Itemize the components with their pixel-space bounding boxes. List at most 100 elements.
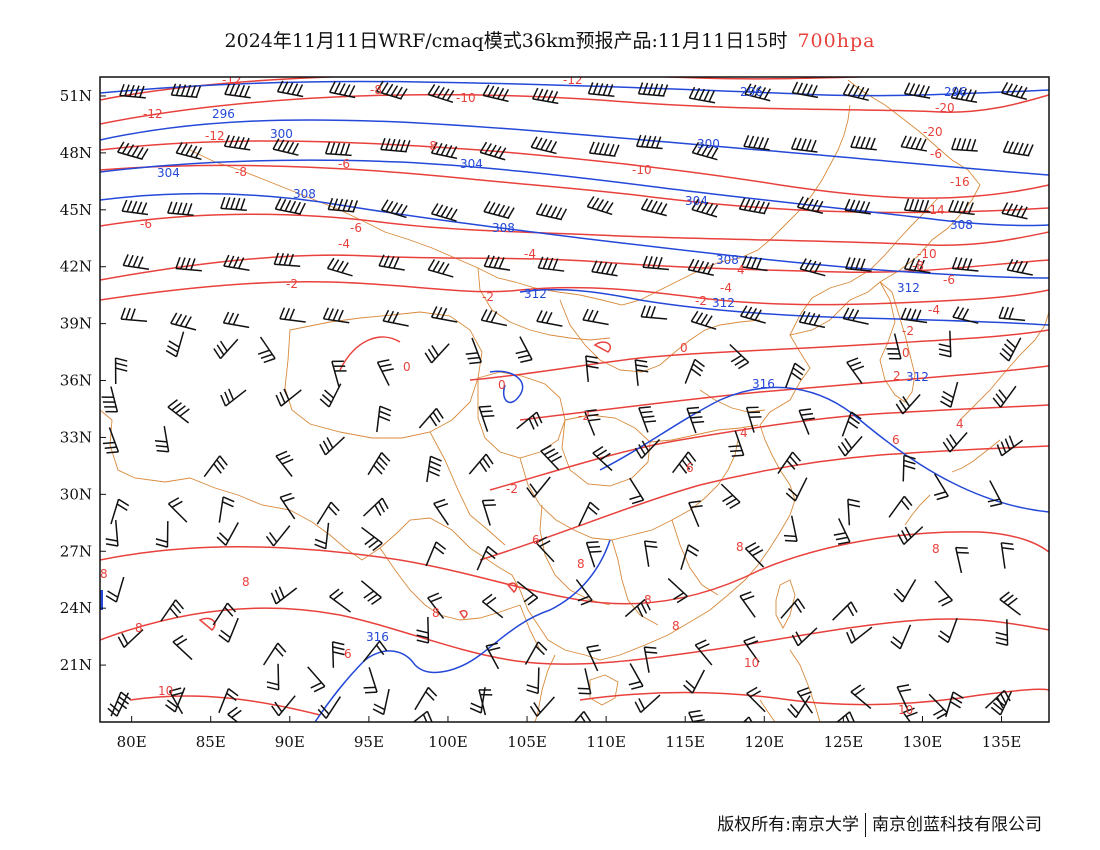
y-tick-label: 30N — [60, 485, 92, 503]
wind-barb — [746, 686, 766, 713]
wind-barb — [526, 476, 551, 498]
japan-outline — [904, 311, 1049, 526]
height-label: 296 — [212, 107, 235, 121]
wind-barb — [745, 406, 762, 433]
wind-barb — [468, 453, 494, 475]
wind-barb — [218, 617, 239, 643]
temp-label: -12 — [563, 73, 583, 87]
wind-barb — [175, 257, 202, 272]
wind-barb — [671, 451, 697, 474]
wind-barb — [218, 496, 235, 523]
wind-barb — [223, 134, 251, 151]
wind-barb — [592, 445, 613, 472]
wind-barb — [223, 254, 250, 271]
wind-barb — [900, 307, 928, 324]
temp-label: -2 — [482, 290, 494, 304]
wind-barb — [895, 393, 921, 415]
wind-barb — [643, 646, 658, 673]
wind-barb — [270, 586, 298, 605]
wind-barb — [744, 83, 771, 102]
temp-label: 4 — [737, 263, 745, 277]
wind-barb — [362, 497, 389, 517]
wind-barb — [376, 359, 394, 386]
wind-barb — [212, 602, 237, 626]
x-tick-label: 125E — [824, 733, 864, 751]
province-d — [429, 431, 506, 546]
wind-barb — [586, 644, 601, 672]
wind-barb — [740, 305, 766, 324]
height-label: 304 — [460, 157, 483, 171]
wind-barb — [279, 307, 306, 323]
wind-barb — [319, 383, 342, 408]
temp-label: -4 — [338, 237, 350, 251]
wind-barb — [578, 501, 600, 526]
temp-label: 10 — [158, 684, 173, 698]
wind-barb — [1006, 258, 1033, 276]
x-tick-label: 135E — [982, 733, 1022, 751]
wind-barb — [537, 256, 565, 272]
wind-barb — [479, 141, 507, 161]
wind-barb — [990, 691, 1013, 716]
temp-label: -14 — [925, 203, 945, 217]
wind-barb — [121, 199, 149, 216]
wind-barb — [476, 545, 498, 571]
wind-barb — [424, 343, 450, 364]
wind-barb — [110, 498, 130, 525]
temp-label: -16 — [950, 175, 970, 189]
province-h — [671, 519, 719, 596]
wind-barb — [893, 579, 917, 603]
wind-barb — [481, 593, 504, 619]
wind-barb — [744, 541, 765, 568]
wind-barb — [844, 198, 871, 215]
wind-barb — [427, 592, 445, 619]
wind-barb — [307, 666, 326, 693]
wind-barb — [362, 640, 388, 663]
wind-barb — [114, 357, 128, 385]
wind-barb — [275, 450, 294, 477]
wind-barb — [642, 255, 669, 271]
x-tick-label: 110E — [586, 733, 626, 751]
wind-barb — [175, 142, 203, 161]
temp-label: -8 — [425, 139, 437, 153]
wind-barb — [529, 696, 555, 717]
wind-barb — [412, 710, 433, 722]
x-tick-label: 85E — [196, 733, 226, 751]
wind-barb — [928, 693, 948, 720]
province-k — [649, 424, 759, 443]
wind-barb — [643, 540, 658, 567]
wind-barb — [586, 196, 614, 216]
temp-label: 8 — [932, 542, 940, 556]
temp-label: -20 — [923, 125, 943, 139]
wind-barb — [728, 430, 745, 457]
temp-label: 6 — [532, 533, 540, 547]
wind-barb — [154, 426, 170, 453]
wind-barb — [694, 639, 713, 666]
axis-ticks — [100, 95, 1003, 722]
wind-barb — [591, 260, 618, 277]
temp-label: 6 — [892, 433, 900, 447]
wind-barb — [380, 137, 411, 153]
temp-label: -8 — [235, 165, 247, 179]
wind-barb — [469, 687, 486, 714]
wind-barb — [995, 619, 1009, 646]
wind-barb — [213, 338, 239, 360]
height-label: 300 — [270, 127, 293, 141]
wind-barbs — [101, 80, 1034, 722]
province-n — [789, 197, 939, 336]
wind-barb — [783, 515, 798, 542]
wind-barb — [743, 636, 760, 663]
wind-barb — [535, 202, 568, 221]
province-e — [519, 439, 739, 541]
wind-barb — [585, 355, 599, 382]
y-tick-label: 24N — [60, 599, 92, 617]
wind-barb — [585, 541, 602, 568]
height-label: 308 — [950, 218, 973, 232]
wind-barb — [418, 407, 444, 429]
wind-barb — [890, 624, 912, 650]
wind-barb — [903, 198, 931, 213]
wind-barb — [688, 86, 716, 104]
wind-barb — [329, 81, 356, 99]
wind-barb — [102, 427, 120, 454]
temp-label: -10 — [632, 163, 652, 177]
